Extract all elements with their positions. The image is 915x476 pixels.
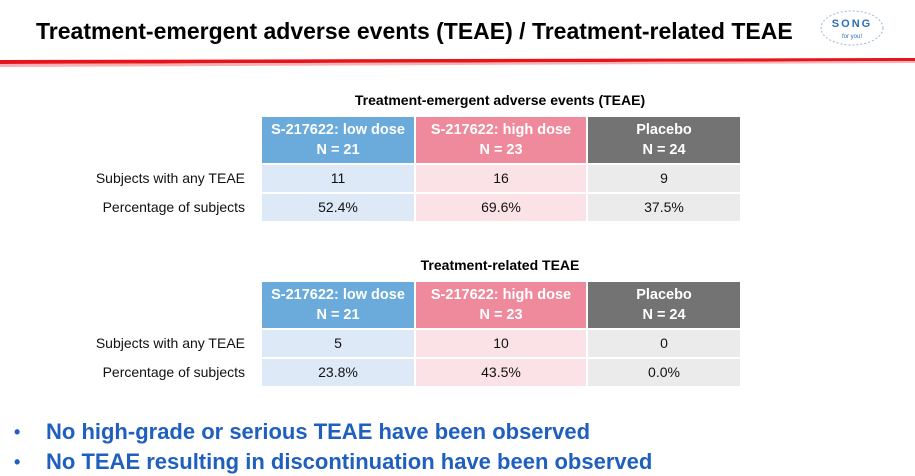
column-header-high-dose: S-217622: high dose N = 23 bbox=[416, 282, 586, 328]
table-cell: 37.5% bbox=[588, 194, 740, 221]
table-cell: 10 bbox=[416, 330, 586, 357]
bullet-text: No TEAE resulting in discontinuation hav… bbox=[46, 449, 653, 474]
table-cell: 0.0% bbox=[588, 359, 740, 386]
column-header-high-dose: S-217622: high dose N = 23 bbox=[416, 117, 586, 163]
song-logo: SONG for you! bbox=[818, 8, 888, 48]
column-header-low-dose: S-217622: low dose N = 21 bbox=[262, 282, 414, 328]
table-cell: 16 bbox=[416, 165, 586, 192]
column-header-low-dose: S-217622: low dose N = 21 bbox=[262, 117, 414, 163]
table-title: Treatment-related TEAE bbox=[420, 257, 580, 273]
bullet-text: No high-grade or serious TEAE have been … bbox=[46, 419, 591, 444]
page-title: Treatment-emergent adverse events (TEAE)… bbox=[36, 18, 793, 44]
teae-table: Treatment-emergent adverse events (TEAE)… bbox=[0, 90, 915, 225]
row-label: Subjects with any TEAE bbox=[95, 335, 245, 351]
row-label: Percentage of subjects bbox=[102, 199, 245, 215]
bullet-marker: • bbox=[14, 422, 21, 442]
table-cell: 23.8% bbox=[262, 359, 414, 386]
table-cell: 9 bbox=[588, 165, 740, 192]
table-cell: 5 bbox=[262, 330, 414, 357]
related-teae-table: Treatment-related TEAE S-217622: low dos… bbox=[0, 255, 915, 390]
row-label: Percentage of subjects bbox=[102, 364, 245, 380]
table-cell: 0 bbox=[588, 330, 740, 357]
table-cell: 43.5% bbox=[416, 359, 586, 386]
table-cell: 11 bbox=[262, 165, 414, 192]
table-title: Treatment-emergent adverse events (TEAE) bbox=[354, 92, 646, 108]
bullet-marker: • bbox=[14, 452, 21, 472]
column-header-placebo: Placebo N = 24 bbox=[588, 282, 740, 328]
logo-line1: SONG bbox=[832, 18, 872, 30]
table-cell: 69.6% bbox=[416, 194, 586, 221]
table-cell: 52.4% bbox=[262, 194, 414, 221]
logo-line2: for you! bbox=[842, 34, 862, 40]
row-label: Subjects with any TEAE bbox=[95, 170, 245, 186]
column-header-placebo: Placebo N = 24 bbox=[588, 117, 740, 163]
title-divider bbox=[0, 55, 915, 67]
